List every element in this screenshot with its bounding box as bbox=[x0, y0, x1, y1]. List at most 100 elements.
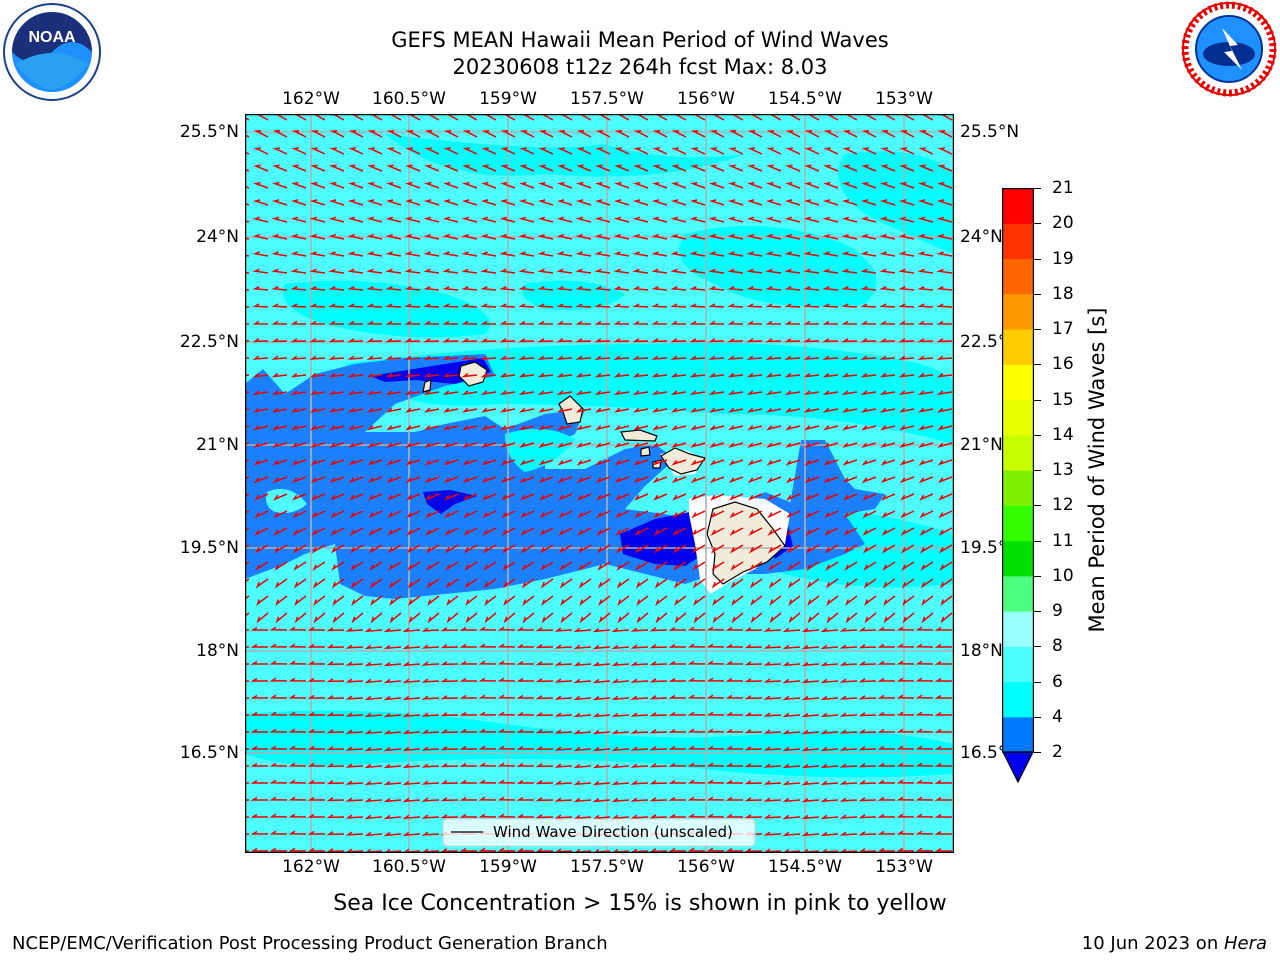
legend-label: Wind Wave Direction (unscaled) bbox=[493, 823, 733, 841]
wind-arrow bbox=[328, 407, 345, 413]
wind-arrow bbox=[328, 216, 345, 223]
colorbar-tick-mark bbox=[1034, 329, 1041, 330]
wind-arrow bbox=[347, 372, 364, 378]
wind-arrow bbox=[842, 181, 858, 189]
wind-arrow bbox=[404, 303, 421, 308]
wind-arrow bbox=[841, 390, 858, 396]
island-oahu bbox=[558, 395, 584, 425]
wind-arrow bbox=[440, 661, 459, 666]
island-kauai bbox=[458, 361, 488, 387]
wind-arrow bbox=[573, 729, 592, 735]
wind-arrow bbox=[427, 595, 440, 607]
wind-arrow bbox=[746, 216, 763, 223]
wind-arrow bbox=[424, 147, 440, 155]
wind-arrow bbox=[440, 814, 459, 819]
lat-label-left: 19.5°N bbox=[179, 538, 239, 558]
wind-arrow bbox=[309, 233, 326, 240]
wind-arrow bbox=[518, 303, 535, 308]
wind-arrow bbox=[402, 780, 421, 786]
wind-arrow bbox=[917, 372, 934, 378]
wind-arrow bbox=[501, 527, 516, 536]
wind-arrow bbox=[253, 476, 269, 484]
wind-arrow bbox=[540, 114, 554, 121]
wind-arrow bbox=[461, 251, 478, 257]
wind-arrow bbox=[634, 527, 649, 536]
wind-arrow bbox=[307, 762, 325, 767]
wind-arrow bbox=[501, 510, 516, 519]
wind-arrow bbox=[556, 251, 573, 257]
wind-arrow bbox=[728, 459, 744, 466]
wind-arrow bbox=[535, 797, 554, 802]
wind-arrow bbox=[822, 407, 839, 413]
wind-arrow bbox=[271, 407, 288, 413]
wind-arrow bbox=[747, 425, 763, 431]
wind-arrow bbox=[611, 678, 630, 684]
wind-arrow bbox=[535, 848, 554, 853]
wind-arrow bbox=[595, 476, 611, 484]
wind-arrow bbox=[463, 493, 478, 501]
wind-arrow bbox=[782, 729, 801, 735]
colorbar-tick-mark bbox=[1034, 399, 1041, 401]
wind-arrow bbox=[801, 712, 820, 718]
wind-arrow bbox=[557, 442, 573, 449]
wind-arrow bbox=[668, 677, 686, 682]
wind-arrow bbox=[654, 561, 668, 572]
wind-arrow bbox=[522, 595, 535, 607]
wind-arrow bbox=[594, 199, 611, 206]
wind-arrow bbox=[497, 813, 516, 818]
wind-arrow bbox=[383, 695, 402, 701]
wind-arrow bbox=[535, 678, 554, 683]
wind-arrow bbox=[839, 746, 858, 751]
lat-label-right: 24°N bbox=[960, 227, 1003, 247]
wind-arrow bbox=[271, 199, 288, 206]
chart-title: GEFS MEAN Hawaii Mean Period of Wind Wav… bbox=[391, 28, 889, 52]
wind-arrow bbox=[633, 147, 649, 155]
wind-arrow bbox=[861, 164, 877, 172]
wind-arrow bbox=[668, 711, 686, 716]
wind-arrow bbox=[822, 286, 839, 291]
wind-arrow bbox=[915, 762, 934, 767]
wind-arrow bbox=[801, 695, 820, 701]
lon-label-bottom: 157.5°W bbox=[570, 857, 644, 877]
wind-arrow bbox=[423, 303, 440, 308]
wind-arrow bbox=[839, 644, 858, 649]
wind-arrow bbox=[481, 147, 497, 155]
wind-arrow bbox=[712, 612, 725, 624]
wind-arrow bbox=[919, 510, 934, 519]
wind-arrow bbox=[633, 459, 649, 466]
wind-arrow bbox=[462, 147, 478, 155]
wind-arrow bbox=[462, 442, 478, 449]
wind-arrow bbox=[272, 129, 288, 138]
wind-arrow bbox=[763, 814, 782, 819]
wind-arrow bbox=[842, 129, 858, 138]
wind-arrow bbox=[404, 320, 421, 325]
wind-arrow bbox=[518, 233, 535, 240]
wind-arrow bbox=[595, 181, 611, 189]
wind-arrow bbox=[443, 147, 459, 155]
wind-arrow bbox=[440, 712, 459, 717]
wind-arrow bbox=[348, 476, 364, 484]
wind-arrow bbox=[578, 114, 592, 121]
wind-arrow bbox=[744, 661, 763, 666]
wind-arrow bbox=[689, 355, 706, 360]
wind-arrow bbox=[423, 286, 440, 291]
wind-arrow bbox=[654, 578, 668, 589]
wind-arrow bbox=[575, 355, 592, 360]
wind-arrow bbox=[442, 286, 459, 291]
wind-arrow bbox=[709, 164, 725, 172]
wind-arrow bbox=[440, 695, 459, 700]
wind-arrow bbox=[293, 114, 307, 121]
wind-arrow bbox=[500, 181, 516, 189]
lon-label-top: 156°W bbox=[677, 89, 735, 109]
wind-arrow bbox=[250, 779, 268, 784]
wind-arrow bbox=[841, 199, 858, 206]
wind-arrow bbox=[326, 712, 345, 717]
wind-arrow bbox=[290, 233, 307, 240]
wind-arrow bbox=[937, 442, 953, 449]
wind-arrow bbox=[349, 510, 364, 519]
colorbar-tick-mark bbox=[1034, 223, 1041, 225]
island-lanai bbox=[640, 446, 651, 457]
wind-arrow bbox=[611, 797, 630, 803]
wind-arrow bbox=[938, 527, 953, 536]
wind-arrow bbox=[883, 612, 896, 624]
